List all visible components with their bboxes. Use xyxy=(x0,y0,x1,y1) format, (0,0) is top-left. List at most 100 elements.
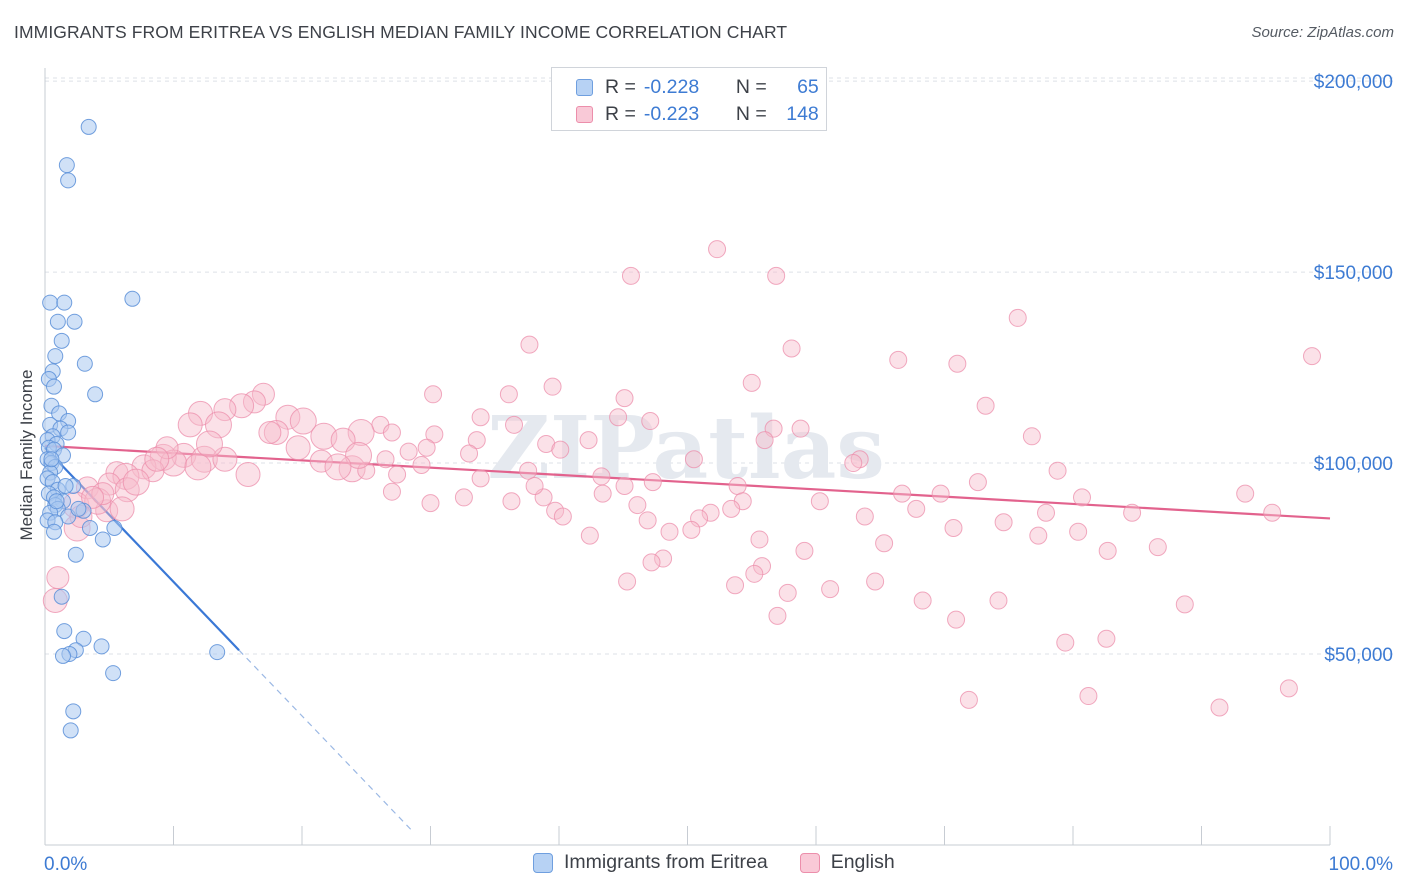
english-point xyxy=(109,496,135,522)
english-point xyxy=(1048,461,1067,480)
eritrea-point xyxy=(124,290,141,307)
y-axis-title: Median Family Income xyxy=(17,369,36,540)
axes xyxy=(44,68,1331,846)
english-point xyxy=(551,440,570,459)
english-point xyxy=(1037,503,1056,522)
english-point xyxy=(621,266,640,285)
legend-r-label: R = xyxy=(605,75,636,98)
english-point xyxy=(520,335,539,354)
english-point xyxy=(1008,308,1027,327)
english-point xyxy=(114,477,140,503)
legend-item-english[interactable]: English xyxy=(799,851,895,874)
legend-n-label: N = xyxy=(735,75,767,98)
english-point xyxy=(46,566,70,590)
legend-item-eritrea[interactable]: Immigrants from Eritrea xyxy=(533,851,768,874)
english-point xyxy=(994,513,1013,532)
english-point xyxy=(976,396,995,415)
english-point xyxy=(753,557,772,576)
eritrea-point xyxy=(43,451,60,468)
english-point xyxy=(1072,488,1091,507)
english-point xyxy=(1123,503,1142,522)
english-point xyxy=(768,606,787,625)
english-point xyxy=(131,454,157,480)
english-point xyxy=(502,492,521,511)
english-point xyxy=(989,591,1008,610)
english-point xyxy=(1210,698,1229,717)
english-point xyxy=(122,468,150,496)
english-point xyxy=(1175,595,1194,614)
english-point xyxy=(417,438,436,457)
english-point xyxy=(289,407,317,435)
english-point xyxy=(1148,538,1167,557)
english-point xyxy=(643,473,662,492)
y-tick-label: $100,000 xyxy=(1314,454,1393,475)
eritrea-point xyxy=(47,348,64,365)
y-tick-label: $50,000 xyxy=(1324,645,1393,666)
english-point xyxy=(155,436,179,460)
legend-r-value: -0.223 xyxy=(643,102,700,125)
english-point xyxy=(388,465,407,484)
eritrea-point xyxy=(56,294,73,311)
english-point xyxy=(742,373,761,392)
english-point xyxy=(213,398,237,422)
english-point xyxy=(471,408,490,427)
english-point xyxy=(684,450,703,469)
english-point xyxy=(285,435,311,461)
legend-label-eritrea: Immigrants from Eritrea xyxy=(564,851,768,873)
eritrea-point xyxy=(57,477,74,494)
eritrea-point xyxy=(53,588,70,605)
english-point xyxy=(195,430,223,458)
english-point xyxy=(609,408,628,427)
english-point xyxy=(1303,347,1322,366)
english-point xyxy=(855,507,874,526)
english-point xyxy=(460,444,479,463)
english-point xyxy=(791,419,810,438)
english-point xyxy=(471,469,490,488)
english-point xyxy=(324,453,352,481)
english-point xyxy=(184,453,212,481)
english-point xyxy=(505,415,524,434)
english-point xyxy=(592,467,611,486)
english-point xyxy=(412,455,431,474)
eritrea-point xyxy=(80,118,97,135)
eritrea-point xyxy=(87,386,104,403)
english-point xyxy=(728,476,747,495)
english-point xyxy=(844,454,863,473)
english-point xyxy=(642,553,661,572)
english-point xyxy=(821,580,840,599)
english-point xyxy=(580,526,599,545)
english-point xyxy=(525,476,544,495)
english-point xyxy=(376,450,395,469)
y-tick-label: $150,000 xyxy=(1314,263,1393,284)
english-point xyxy=(615,476,634,495)
english-point xyxy=(499,385,518,404)
eritrea-point xyxy=(49,313,66,330)
eritrea-point xyxy=(75,630,92,647)
english-point xyxy=(81,485,105,509)
eritrea-point xyxy=(53,332,70,349)
legend-n-value: 65 xyxy=(797,75,819,98)
english-point xyxy=(1236,484,1255,503)
english-point xyxy=(382,423,401,442)
english-point xyxy=(1263,503,1282,522)
english-point xyxy=(722,499,741,518)
english-point xyxy=(177,412,203,438)
english-point xyxy=(944,518,963,537)
english-point xyxy=(1079,687,1098,706)
english-point xyxy=(519,461,538,480)
english-point xyxy=(467,431,486,450)
english-point xyxy=(638,511,657,530)
x-tick-label: 100.0% xyxy=(1329,854,1394,875)
legend-r-label: R = xyxy=(605,102,636,125)
eritrea-point xyxy=(56,623,73,640)
english-point xyxy=(778,583,797,602)
eritrea-point xyxy=(93,638,110,655)
english-point xyxy=(615,389,634,408)
eritrea-point xyxy=(106,519,123,536)
english-point xyxy=(745,564,764,583)
eritrea-point xyxy=(54,647,71,664)
english-trend-line xyxy=(44,444,1331,520)
legend-swatch-english xyxy=(576,105,593,123)
english-point xyxy=(889,350,908,369)
